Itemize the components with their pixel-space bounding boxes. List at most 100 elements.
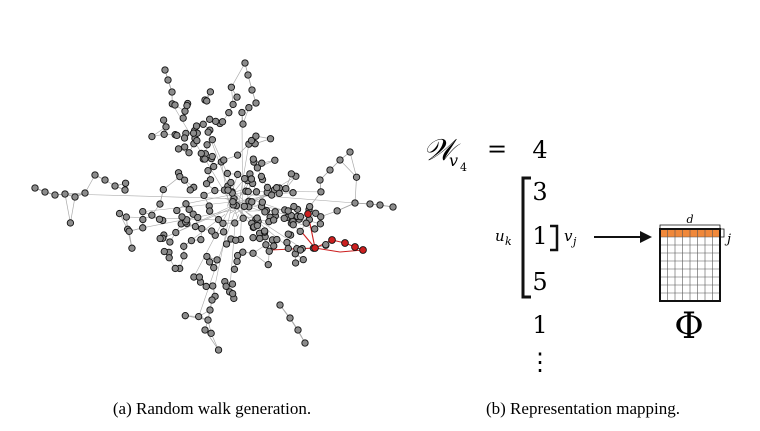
graph-node — [258, 159, 266, 167]
graph-node — [213, 256, 221, 264]
graph-node — [272, 184, 281, 192]
graph-edge — [229, 222, 236, 292]
matrix-dim-label: d — [686, 213, 693, 226]
graph-node — [227, 83, 236, 91]
walk-node-5: 1 — [532, 311, 547, 339]
graph-node — [195, 312, 203, 321]
target-label-v-sub: j — [570, 235, 577, 248]
graph-edge — [175, 204, 234, 233]
graph-node — [296, 227, 304, 236]
graph-node — [270, 216, 278, 224]
graph-node — [201, 155, 209, 163]
graph-node — [192, 122, 201, 130]
graph-node — [228, 280, 237, 288]
graph-node — [249, 155, 257, 163]
graph-node — [206, 207, 214, 215]
graph-edge — [211, 197, 234, 301]
graph-node — [252, 188, 261, 196]
graph-node — [209, 282, 217, 290]
graph-node — [336, 156, 344, 164]
graph-node — [181, 312, 189, 320]
walk-subscript: v — [449, 151, 458, 170]
graph-node — [220, 156, 228, 164]
graph-node — [199, 120, 207, 128]
graph-node — [301, 339, 309, 347]
graph-node — [286, 314, 294, 322]
graph-node — [178, 213, 186, 221]
graph-node — [233, 93, 241, 101]
graph-node — [195, 273, 204, 281]
graph-node — [165, 254, 173, 262]
graph-node — [257, 172, 266, 181]
matrix-row-label: j — [724, 232, 731, 247]
graph-node — [111, 182, 119, 190]
graph-node — [186, 186, 194, 194]
target-label-v: v — [564, 227, 573, 245]
graph-node — [296, 246, 305, 254]
graph-node — [66, 219, 75, 227]
random-walk-nodes — [304, 210, 367, 254]
graph-node — [276, 301, 284, 309]
graph-node — [240, 202, 248, 211]
graph-node — [171, 101, 179, 109]
walk-node-4: 5 — [532, 268, 547, 296]
graph-node — [264, 261, 272, 269]
graph-node — [316, 176, 324, 184]
graph-node — [231, 219, 239, 227]
graph-node — [253, 164, 262, 172]
graph-node — [234, 170, 242, 179]
graph-node — [239, 214, 247, 222]
walk-node — [351, 243, 359, 251]
matrix-row-bracket — [721, 228, 725, 238]
graph-node — [252, 99, 260, 107]
graph-node — [311, 225, 319, 233]
graph-node — [182, 200, 190, 208]
graph-node — [172, 228, 180, 237]
graph-node — [128, 244, 136, 252]
graph-node — [326, 166, 334, 174]
graph-node — [197, 149, 205, 158]
graph-edge — [339, 159, 357, 178]
graph-node — [201, 326, 209, 334]
graph-node — [352, 173, 361, 181]
graph-node — [187, 236, 196, 245]
graph-node — [191, 222, 200, 231]
graph-node — [139, 224, 147, 232]
graph-node — [351, 199, 359, 207]
graph-node — [156, 234, 164, 243]
graph-edge — [64, 193, 71, 223]
walk-node-1: 4 — [532, 136, 547, 164]
graph-node — [229, 198, 237, 206]
graph-edge — [349, 151, 357, 178]
graph-node — [306, 202, 314, 211]
graph-node — [203, 141, 211, 149]
graph-node — [166, 238, 174, 246]
graph-node — [208, 227, 216, 235]
graph-edges — [34, 62, 394, 351]
graph-node — [155, 215, 164, 223]
graph-node — [244, 71, 252, 79]
graph-node — [266, 135, 275, 143]
matrix-dim-bracket — [659, 224, 721, 228]
graph-node — [159, 116, 168, 124]
ellipsis: ⋮ — [528, 348, 552, 376]
graph-node — [125, 227, 133, 235]
graph-node — [31, 184, 39, 192]
graph-node — [121, 186, 129, 194]
graph-node — [233, 257, 241, 266]
graph-node — [253, 214, 261, 222]
graph-node — [232, 236, 240, 244]
graph-node — [296, 213, 305, 221]
graph-node — [230, 265, 239, 273]
graph-node — [200, 191, 208, 200]
context-label-u-sub: k — [505, 235, 512, 248]
walk-node — [304, 210, 312, 218]
graph-node — [389, 203, 397, 211]
walk-edge — [314, 247, 341, 253]
graph-node — [203, 97, 211, 105]
walk-edge — [269, 247, 316, 251]
graph-node — [160, 247, 168, 256]
graph-node — [333, 207, 341, 215]
graph-node — [91, 171, 99, 179]
